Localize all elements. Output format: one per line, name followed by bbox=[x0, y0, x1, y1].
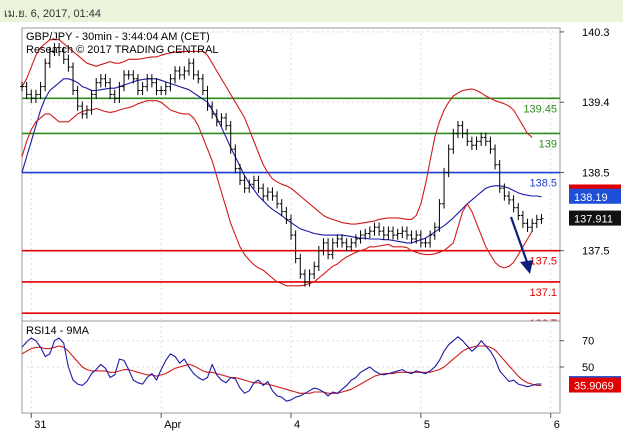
price-grid bbox=[22, 28, 560, 321]
price-badge-box bbox=[569, 188, 621, 204]
level-label: 139.45 bbox=[523, 103, 557, 115]
x-tick-label: Apr bbox=[164, 419, 181, 431]
forecast-arrow bbox=[509, 216, 533, 274]
x-tick-label: 4 bbox=[294, 419, 300, 431]
price-badge-box bbox=[569, 210, 621, 226]
rsi-grid bbox=[22, 321, 560, 413]
level-label: 137.1 bbox=[529, 287, 557, 299]
x-tick-label: 31 bbox=[34, 419, 46, 431]
bollinger-lower-line bbox=[21, 100, 533, 287]
price-badge-label: 137.911 bbox=[574, 214, 613, 226]
price-badge-label: 138.19 bbox=[574, 192, 608, 204]
chart-subtitle: Research © 2017 TRADING CENTRAL bbox=[26, 44, 219, 56]
rsi-series bbox=[21, 336, 542, 402]
level-label: 138.5 bbox=[529, 178, 557, 190]
forecast-arrow-head bbox=[520, 260, 533, 274]
price-series bbox=[20, 39, 544, 287]
rsi-y-tick-label: 70 bbox=[582, 336, 594, 348]
rsi-title: RSI14 - 9MA bbox=[26, 325, 90, 337]
price-y-tick-label: 137.5 bbox=[582, 246, 610, 258]
price-y-tick-label: 140.3 bbox=[582, 27, 610, 39]
chart-title: GBP/JPY - 30min - 3:44:04 AM (CET) bbox=[26, 31, 210, 43]
rsi-y-axis: 70 50 bbox=[560, 336, 594, 374]
rsi-y-tick-label: 50 bbox=[582, 362, 594, 374]
price-y-tick-label: 138.5 bbox=[582, 168, 610, 180]
bollinger-upper-line bbox=[21, 39, 533, 225]
rsi-line bbox=[21, 336, 542, 402]
price-y-axis: 140.3 139.4 138.5 137.5 bbox=[560, 27, 610, 258]
x-tick-label: 5 bbox=[424, 419, 430, 431]
level-label: 137.5 bbox=[529, 256, 557, 268]
rsi-panel: 70 50 37.01535.9069 RSI14 - 9MA bbox=[21, 320, 621, 414]
rsi-badge-label: 35.9069 bbox=[574, 381, 614, 393]
rsi-badges: 37.01535.9069 bbox=[569, 376, 621, 393]
price-y-tick-label: 139.4 bbox=[582, 97, 610, 109]
forecast-arrow-shaft bbox=[509, 216, 529, 263]
x-axis: 31 Apr 4 5 6 bbox=[30, 413, 560, 431]
x-tick-label: 6 bbox=[554, 419, 560, 431]
rsi-ma-line bbox=[21, 345, 542, 394]
level-label: 139 bbox=[539, 138, 557, 150]
timestamp: เม.ย. 6, 2017, 01:44 bbox=[4, 8, 101, 20]
top-bar: เม.ย. 6, 2017, 01:44 bbox=[0, 0, 623, 22]
rsi-badge-box bbox=[569, 377, 621, 393]
